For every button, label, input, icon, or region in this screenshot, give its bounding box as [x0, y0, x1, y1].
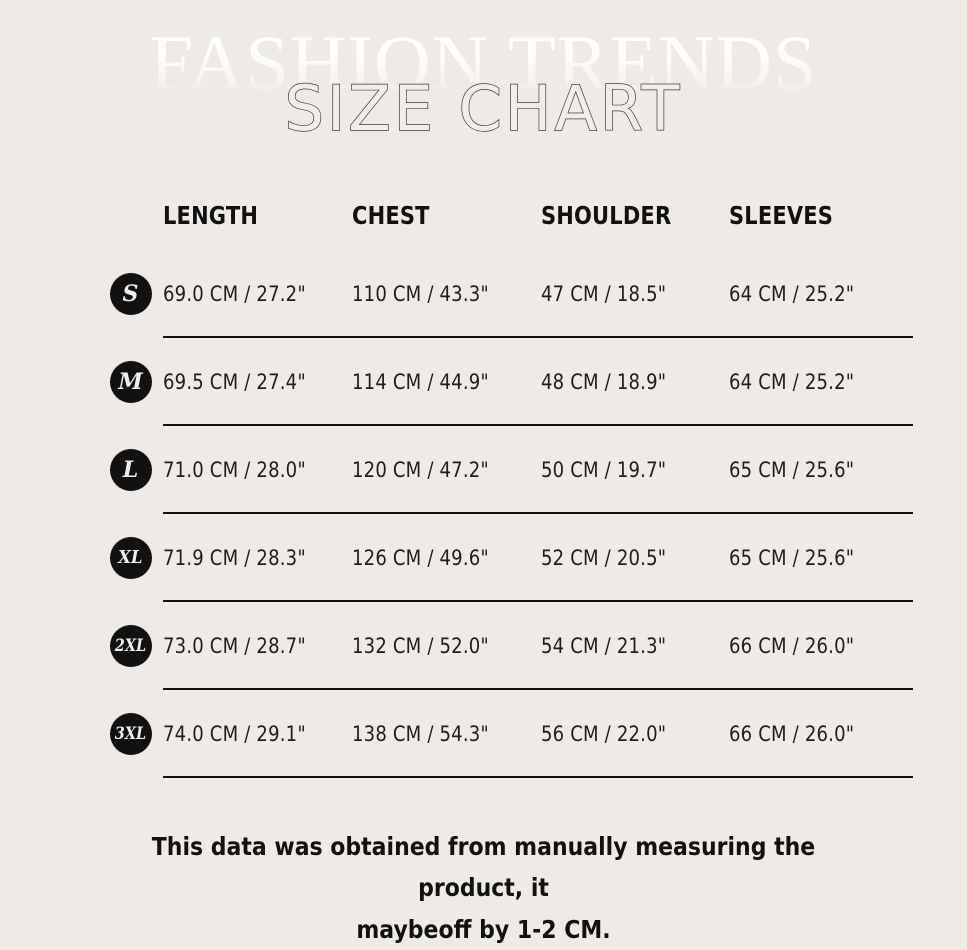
cell-shoulder: 52 CM / 20.5"	[540, 546, 666, 570]
table-row: XL 71.9 CM / 28.3" 126 CM / 49.6" 52 CM …	[98, 514, 918, 602]
table-row: L 71.0 CM / 28.0" 120 CM / 47.2" 50 CM /…	[98, 426, 918, 514]
table-row: S 69.0 CM / 27.2" 110 CM / 43.3" 47 CM /…	[98, 250, 918, 338]
cell-length: 71.0 CM / 28.0"	[163, 458, 306, 482]
size-badge: 2XL	[109, 625, 152, 667]
row-divider	[163, 688, 913, 690]
size-badge-label: 2XL	[114, 635, 147, 656]
cell-chest: 138 CM / 54.3"	[351, 722, 489, 746]
size-badge: L	[109, 449, 152, 491]
row-divider	[163, 336, 913, 338]
row-divider	[163, 600, 913, 602]
size-badge-cell: L	[98, 449, 163, 491]
cell-length: 74.0 CM / 29.1"	[163, 722, 306, 746]
size-badge-label: XL	[118, 547, 143, 568]
cell-chest: 114 CM / 44.9"	[351, 370, 489, 394]
table-row: 3XL 74.0 CM / 29.1" 138 CM / 54.3" 56 CM…	[98, 690, 918, 778]
size-badge-cell: S	[98, 273, 163, 315]
size-badge-cell: 3XL	[98, 713, 163, 755]
disclaimer-line-1: This data was obtained from manually mea…	[151, 832, 816, 903]
cell-sleeves: 65 CM / 25.6"	[729, 458, 855, 482]
column-header-shoulder: SHOULDER	[540, 200, 671, 230]
size-badge-cell: XL	[98, 537, 163, 579]
disclaimer-line-2: maybeoff by 1-2 CM.	[356, 914, 611, 944]
page-title: SIZE CHART	[284, 72, 683, 145]
table-row: 2XL 73.0 CM / 28.7" 132 CM / 52.0" 54 CM…	[98, 602, 918, 690]
cell-length: 69.5 CM / 27.4"	[163, 370, 306, 394]
row-divider	[163, 424, 913, 426]
cell-chest: 110 CM / 43.3"	[351, 282, 489, 306]
cell-shoulder: 48 CM / 18.9"	[540, 370, 666, 394]
cell-chest: 132 CM / 52.0"	[351, 634, 489, 658]
measurement-disclaimer: This data was obtained from manually mea…	[60, 826, 907, 950]
column-header-chest: CHEST	[351, 200, 430, 230]
size-badge-label: 3XL	[114, 723, 147, 744]
cell-shoulder: 54 CM / 21.3"	[540, 634, 666, 658]
table-header-row: LENGTH CHEST SHOULDER SLEEVES	[98, 180, 918, 250]
cell-shoulder: 50 CM / 19.7"	[540, 458, 666, 482]
size-badge-label: M	[118, 369, 143, 395]
cell-length: 73.0 CM / 28.7"	[163, 634, 306, 658]
row-divider	[163, 512, 913, 514]
cell-sleeves: 64 CM / 25.2"	[729, 282, 855, 306]
size-badge-cell: M	[98, 361, 163, 403]
cell-shoulder: 56 CM / 22.0"	[540, 722, 666, 746]
cell-sleeves: 66 CM / 26.0"	[729, 634, 855, 658]
cell-length: 71.9 CM / 28.3"	[163, 546, 306, 570]
cell-length: 69.0 CM / 27.2"	[163, 282, 306, 306]
column-header-length: LENGTH	[163, 200, 259, 230]
size-badge: S	[109, 273, 152, 315]
size-badge-label: L	[122, 457, 139, 483]
column-header-sleeves: SLEEVES	[729, 200, 834, 230]
size-badge: M	[109, 361, 152, 403]
cell-sleeves: 65 CM / 25.6"	[729, 546, 855, 570]
cell-chest: 126 CM / 49.6"	[351, 546, 489, 570]
size-badge: 3XL	[109, 713, 152, 755]
cell-sleeves: 64 CM / 25.2"	[729, 370, 855, 394]
cell-shoulder: 47 CM / 18.5"	[540, 282, 666, 306]
cell-chest: 120 CM / 47.2"	[351, 458, 489, 482]
row-divider	[163, 776, 913, 778]
page-title-container: SIZE CHART	[0, 72, 967, 145]
size-chart-table: LENGTH CHEST SHOULDER SLEEVES S 69.0 CM …	[98, 180, 918, 778]
size-badge: XL	[109, 537, 152, 579]
size-badge-label: S	[122, 281, 139, 307]
table-row: M 69.5 CM / 27.4" 114 CM / 44.9" 48 CM /…	[98, 338, 918, 426]
size-badge-cell: 2XL	[98, 625, 163, 667]
cell-sleeves: 66 CM / 26.0"	[729, 722, 855, 746]
